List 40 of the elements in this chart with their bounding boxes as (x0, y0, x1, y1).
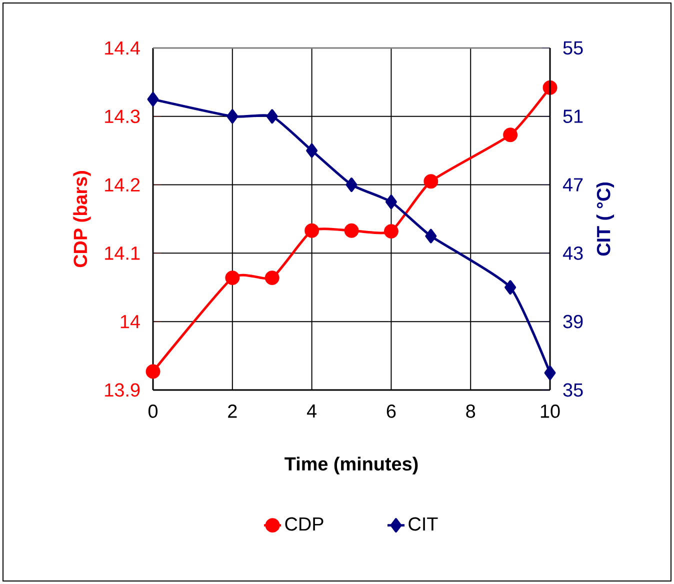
point (306, 143, 318, 158)
point (424, 174, 438, 189)
point (344, 223, 359, 238)
y-tick-label: 14.3 (105, 110, 140, 124)
legend-label: CIT (408, 517, 438, 531)
x-tick-label: 4 (306, 404, 317, 418)
y2-axis-title: CIT ( °C) (596, 182, 614, 256)
point (264, 270, 280, 286)
y2-tick-label: 39 (563, 314, 583, 328)
y-tick-label: 14 (120, 315, 140, 328)
y-tick-label: 14.4 (105, 41, 140, 54)
x-tick-label: 0 (148, 404, 158, 418)
y-tick-label: 13.9 (105, 383, 140, 397)
x-tick-label: 8 (466, 404, 476, 418)
y2-tick-label: 51 (563, 110, 583, 123)
point (147, 92, 159, 107)
x-tick-label: 6 (386, 404, 396, 418)
x-tick-label: 10 (540, 404, 560, 418)
y-tick-label: 14.2 (105, 178, 140, 192)
point (225, 270, 240, 286)
y-tick-label: 14.1 (105, 246, 140, 260)
legend-label: CDP (285, 517, 324, 531)
y-axis-title: CDP (bars) (73, 171, 91, 268)
point (304, 223, 320, 238)
point (266, 109, 278, 124)
y2-tick-label: 55 (563, 41, 583, 55)
point (503, 128, 518, 142)
point (384, 224, 398, 239)
point (226, 109, 238, 124)
point (425, 228, 437, 244)
y2-tick-label: 43 (562, 246, 583, 260)
y2-tick-label: 35 (563, 383, 583, 397)
point (146, 364, 160, 379)
point (544, 366, 556, 380)
point (504, 280, 516, 295)
point (385, 194, 397, 210)
x-axis-title: Time (minutes) (284, 456, 418, 474)
y2-tick-label: 47 (562, 178, 583, 192)
x-tick-label: 2 (228, 404, 237, 418)
point (346, 178, 358, 192)
